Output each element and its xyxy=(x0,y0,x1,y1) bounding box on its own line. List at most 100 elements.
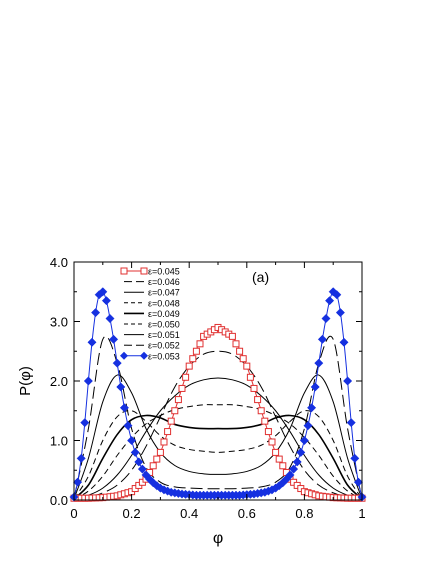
plot-frame xyxy=(73,261,363,501)
data-point-diamond xyxy=(101,296,111,306)
data-point-square xyxy=(261,417,269,425)
data-point-square xyxy=(153,455,161,463)
legend-item: ε=0.045 xyxy=(120,267,180,277)
data-point-diamond xyxy=(80,418,90,428)
legend-item: ε=0.046 xyxy=(124,277,180,287)
x-tick-label: 0 xyxy=(70,506,77,521)
legend-item: ε=0.048 xyxy=(124,298,180,308)
legend-item: ε=0.049 xyxy=(124,309,180,319)
x-tick-label: 0.4 xyxy=(180,506,198,521)
legend-marker-square xyxy=(140,267,148,275)
data-point-diamond xyxy=(109,334,119,344)
data-point-diamond xyxy=(317,334,327,344)
data-point-square xyxy=(279,462,287,470)
data-point-diamond xyxy=(116,382,126,392)
data-point-diamond xyxy=(335,308,345,318)
data-point-square xyxy=(182,373,190,381)
data-point-diamond xyxy=(130,447,140,457)
series-0.048 xyxy=(73,404,363,500)
data-point-diamond xyxy=(343,376,353,386)
data-point-square xyxy=(232,340,240,348)
data-point-diamond xyxy=(98,287,108,297)
ticks-layer: 0 0.2 0.4 0.6 0.8 1 0.0 1.0 2.0 3.0 4.0 xyxy=(50,255,366,521)
data-point-diamond xyxy=(289,464,299,474)
data-point-diamond xyxy=(292,457,302,467)
series-0.045 xyxy=(70,323,366,502)
series-0.049 xyxy=(73,414,363,500)
legend-marker-diamond xyxy=(120,351,128,360)
series-0.053 xyxy=(69,287,367,502)
data-point-diamond xyxy=(353,477,363,487)
legend-item: ε=0.051 xyxy=(124,330,180,340)
data-point-square xyxy=(160,438,168,446)
data-point-diamond xyxy=(112,358,122,368)
panel-label: (a) xyxy=(252,269,269,285)
data-point-square xyxy=(167,417,175,425)
series-0.046 xyxy=(73,350,363,500)
legend-label: ε=0.046 xyxy=(148,277,180,287)
data-point-diamond xyxy=(346,418,356,428)
series-0.052 xyxy=(73,335,363,499)
series-layer xyxy=(69,287,367,502)
data-point-diamond xyxy=(91,308,101,318)
legend-marker-diamond xyxy=(140,351,148,360)
data-point-square xyxy=(257,407,265,415)
x-tick-label: 0.6 xyxy=(238,506,256,521)
x-axis-label: φ xyxy=(213,530,223,547)
data-point-diamond xyxy=(285,470,295,480)
legend-label: ε=0.047 xyxy=(148,288,180,298)
data-point-diamond xyxy=(119,403,129,413)
series-line xyxy=(73,377,363,500)
data-point-square xyxy=(178,384,186,392)
data-point-square xyxy=(171,407,179,415)
data-point-square xyxy=(228,332,236,340)
data-point-diamond xyxy=(83,376,93,386)
data-point-diamond xyxy=(332,290,342,300)
data-point-diamond xyxy=(87,337,97,347)
data-point-diamond xyxy=(307,403,317,413)
data-point-square xyxy=(196,340,204,348)
series-line xyxy=(73,414,363,500)
y-tick-label: 1.0 xyxy=(50,434,68,449)
data-point-diamond xyxy=(127,435,137,446)
legend-item: ε=0.053 xyxy=(120,351,180,361)
data-point-square xyxy=(189,355,197,363)
data-point-diamond xyxy=(350,453,360,463)
data-point-square xyxy=(239,355,247,363)
legend-label: ε=0.048 xyxy=(148,298,180,308)
legend-marker-square xyxy=(120,267,128,275)
legend-label: ε=0.053 xyxy=(148,351,180,361)
series-0.051 xyxy=(73,374,363,499)
legend-item: ε=0.047 xyxy=(124,288,180,298)
data-point-square xyxy=(254,396,262,404)
data-point-square xyxy=(185,362,193,370)
y-axis-label: P(φ) xyxy=(17,366,34,396)
data-point-diamond xyxy=(314,358,324,368)
data-point-square xyxy=(246,373,254,381)
data-point-square xyxy=(156,448,164,456)
series-line xyxy=(73,326,363,499)
series-line xyxy=(73,374,363,499)
legend-label: ε=0.049 xyxy=(148,309,180,319)
y-tick-label: 4.0 xyxy=(50,255,68,270)
data-point-diamond xyxy=(303,421,313,431)
data-point-square xyxy=(272,448,280,456)
legend-label: ε=0.052 xyxy=(148,341,180,351)
series-line xyxy=(73,290,363,498)
data-point-diamond xyxy=(137,464,147,474)
data-point-diamond xyxy=(123,421,133,431)
data-point-square xyxy=(236,347,244,355)
data-point-diamond xyxy=(148,478,158,488)
y-tick-label: 3.0 xyxy=(50,315,68,330)
data-point-diamond xyxy=(296,447,306,457)
y-tick-label: 2.0 xyxy=(50,374,68,389)
data-point-square xyxy=(243,362,251,370)
data-point-diamond xyxy=(73,477,83,487)
data-point-square xyxy=(164,428,172,436)
data-point-diamond xyxy=(339,337,349,347)
legend-item: ε=0.052 xyxy=(124,341,180,351)
series-line xyxy=(73,350,363,500)
series-line xyxy=(73,335,363,499)
data-point-square xyxy=(174,396,182,404)
